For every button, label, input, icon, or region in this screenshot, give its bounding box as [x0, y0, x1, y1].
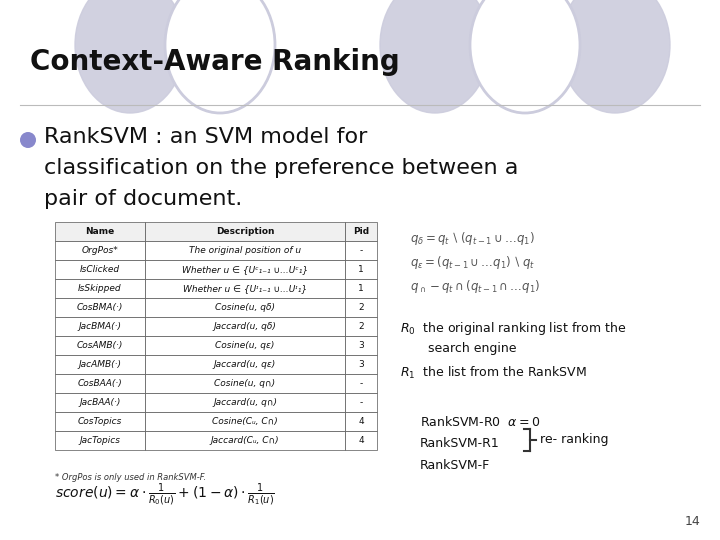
Bar — [345, 374, 377, 393]
Bar — [55, 412, 145, 431]
Text: Context-Aware Ranking: Context-Aware Ranking — [30, 48, 400, 76]
Bar — [345, 298, 377, 317]
Text: CosTopics: CosTopics — [78, 417, 122, 426]
Text: Pid: Pid — [353, 227, 369, 236]
Bar — [145, 260, 345, 279]
Text: $score(u) = \alpha \cdot \frac{1}{R_0(u)} + (1 - \alpha) \cdot \frac{1}{R_1(u)}$: $score(u) = \alpha \cdot \frac{1}{R_0(u)… — [55, 481, 275, 508]
Text: 4: 4 — [358, 417, 364, 426]
Circle shape — [20, 132, 36, 148]
Bar — [345, 355, 377, 374]
Bar — [145, 412, 345, 431]
Text: classification on the preference between a: classification on the preference between… — [44, 158, 518, 178]
Ellipse shape — [470, 0, 580, 113]
Text: CosBMA(·): CosBMA(·) — [77, 303, 123, 312]
Text: Jaccard(u, qε): Jaccard(u, qε) — [214, 360, 276, 369]
Text: CosBAA(·): CosBAA(·) — [78, 379, 122, 388]
Bar — [55, 222, 145, 241]
Text: pair of document.: pair of document. — [44, 189, 242, 209]
Text: JacBMA(·): JacBMA(·) — [78, 322, 122, 331]
Bar — [345, 336, 377, 355]
Text: JacTopics: JacTopics — [79, 436, 120, 445]
Ellipse shape — [560, 0, 670, 113]
Text: Cosine(u, q∩): Cosine(u, q∩) — [215, 379, 276, 388]
Text: 3: 3 — [358, 360, 364, 369]
Bar — [345, 241, 377, 260]
Text: OrgPos*: OrgPos* — [81, 246, 118, 255]
Text: Jaccard(u, qδ): Jaccard(u, qδ) — [214, 322, 276, 331]
Bar — [345, 412, 377, 431]
Bar — [145, 336, 345, 355]
Text: Cosine(Cᵤ, C∩): Cosine(Cᵤ, C∩) — [212, 417, 278, 426]
Text: -: - — [359, 379, 363, 388]
Text: 4: 4 — [358, 436, 364, 445]
Text: RankSVM-F: RankSVM-F — [420, 459, 490, 472]
Bar — [145, 393, 345, 412]
Bar — [145, 298, 345, 317]
Text: Jaccard(Cᵤ, C∩): Jaccard(Cᵤ, C∩) — [211, 436, 279, 445]
Bar — [55, 374, 145, 393]
Text: re- ranking: re- ranking — [540, 434, 608, 447]
Text: CosAMB(·): CosAMB(·) — [77, 341, 123, 350]
Ellipse shape — [75, 0, 185, 113]
Bar — [145, 374, 345, 393]
Ellipse shape — [165, 0, 275, 113]
Bar — [55, 393, 145, 412]
Text: IsClicked: IsClicked — [80, 265, 120, 274]
Text: RankSVM-R1: RankSVM-R1 — [420, 437, 500, 450]
Text: $q_\cap - q_t \cap (q_{t-1} \cap \ldots q_1)$: $q_\cap - q_t \cap (q_{t-1} \cap \ldots … — [410, 278, 540, 295]
Text: $q_\epsilon = (q_{t-1} \cup \ldots q_1) \setminus q_t$: $q_\epsilon = (q_{t-1} \cup \ldots q_1) … — [410, 254, 535, 271]
Text: The original position of u: The original position of u — [189, 246, 301, 255]
Text: $R_0$  the original ranking list from the: $R_0$ the original ranking list from the — [400, 320, 626, 337]
Bar — [145, 241, 345, 260]
Ellipse shape — [470, 0, 580, 113]
Text: Whether u ∈ {Uᶜ₁₋₁ ∪...Uᶜ₁}: Whether u ∈ {Uᶜ₁₋₁ ∪...Uᶜ₁} — [182, 265, 308, 274]
Text: Jaccard(u, q∩): Jaccard(u, q∩) — [213, 398, 277, 407]
Text: $R_1$  the list from the RankSVM: $R_1$ the list from the RankSVM — [400, 365, 587, 381]
Bar — [55, 336, 145, 355]
Ellipse shape — [380, 0, 490, 113]
Text: * OrgPos is only used in RankSVM-F.: * OrgPos is only used in RankSVM-F. — [55, 473, 206, 482]
Bar — [55, 279, 145, 298]
Bar — [55, 260, 145, 279]
Bar — [345, 279, 377, 298]
Text: -: - — [359, 398, 363, 407]
Bar — [345, 260, 377, 279]
Bar — [145, 279, 345, 298]
Text: RankSVM-R0  $\alpha = 0$: RankSVM-R0 $\alpha = 0$ — [420, 415, 541, 429]
Text: -: - — [359, 246, 363, 255]
Text: Cosine(u, qε): Cosine(u, qε) — [215, 341, 275, 350]
Bar — [55, 241, 145, 260]
Bar — [145, 317, 345, 336]
Text: RankSVM : an SVM model for: RankSVM : an SVM model for — [44, 127, 367, 147]
Text: 3: 3 — [358, 341, 364, 350]
Ellipse shape — [165, 0, 275, 113]
Bar — [345, 222, 377, 241]
Text: 1: 1 — [358, 265, 364, 274]
Bar — [145, 355, 345, 374]
Text: Description: Description — [216, 227, 274, 236]
Bar — [345, 317, 377, 336]
Text: $q_\delta = q_t \setminus (q_{t-1} \cup \ldots q_1)$: $q_\delta = q_t \setminus (q_{t-1} \cup … — [410, 230, 535, 247]
Text: Name: Name — [86, 227, 114, 236]
Text: 14: 14 — [684, 515, 700, 528]
Text: 2: 2 — [358, 322, 364, 331]
Bar — [145, 222, 345, 241]
Text: IsSkipped: IsSkipped — [78, 284, 122, 293]
Bar — [345, 393, 377, 412]
Bar — [55, 431, 145, 450]
Text: JacAMB(·): JacAMB(·) — [78, 360, 122, 369]
Bar — [145, 431, 345, 450]
Bar — [55, 355, 145, 374]
Bar — [55, 298, 145, 317]
Text: 2: 2 — [358, 303, 364, 312]
Text: Whether u ∈ {Uᶦ₁₋₁ ∪...Uᶦ₁}: Whether u ∈ {Uᶦ₁₋₁ ∪...Uᶦ₁} — [183, 284, 307, 293]
Text: 1: 1 — [358, 284, 364, 293]
Text: Cosine(u, qδ): Cosine(u, qδ) — [215, 303, 275, 312]
Bar — [55, 317, 145, 336]
Text: search engine: search engine — [428, 342, 516, 355]
Text: JacBAA(·): JacBAA(·) — [79, 398, 121, 407]
Bar — [345, 431, 377, 450]
